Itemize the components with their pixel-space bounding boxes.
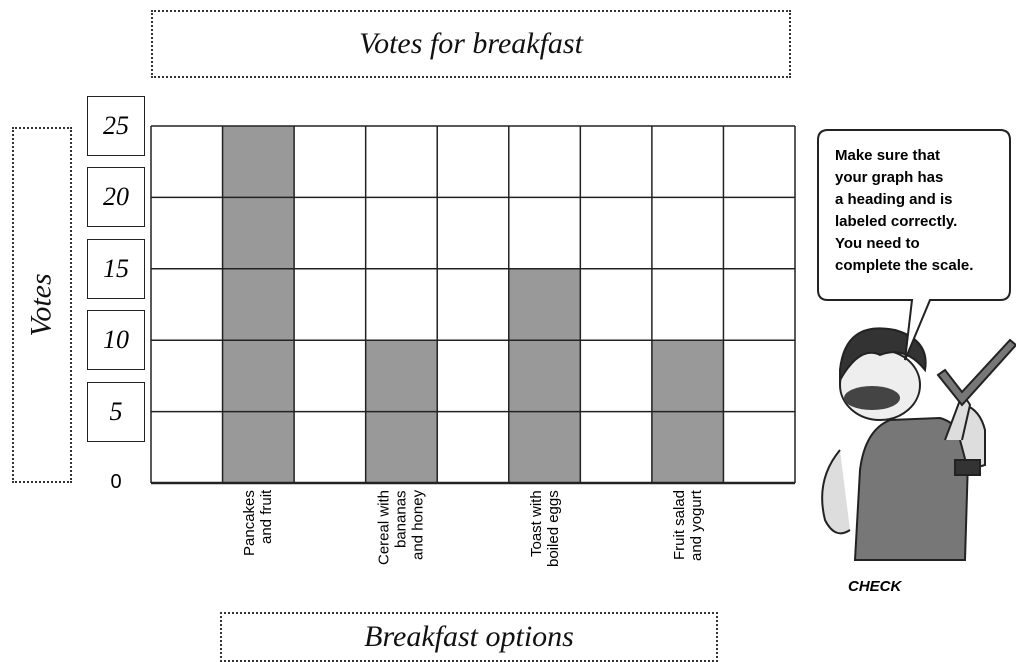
y-tick-label: 0 <box>87 471 145 494</box>
x-tick-label: Toast with boiled eggs <box>528 490 562 600</box>
bar <box>509 269 581 483</box>
chart <box>0 0 1016 659</box>
character <box>822 328 1016 560</box>
y-tick-label: 10 <box>87 310 145 370</box>
page: {"chart_data": {"type": "bar", "title": … <box>0 0 1016 659</box>
y-tick-label: 5 <box>87 382 145 442</box>
bar <box>223 126 295 483</box>
x-tick-label: Pancakes and fruit <box>241 490 275 600</box>
x-tick-label: Cereal with bananas and honey <box>376 490 427 600</box>
y-tick-label: 25 <box>87 96 145 156</box>
bubble-text: Make sure that your graph has a heading … <box>835 145 973 277</box>
check-label: CHECK <box>848 578 901 595</box>
y-tick-label: 15 <box>87 239 145 299</box>
x-tick-label: Fruit salad and yogurt <box>671 490 705 600</box>
y-tick-label: 20 <box>87 167 145 227</box>
